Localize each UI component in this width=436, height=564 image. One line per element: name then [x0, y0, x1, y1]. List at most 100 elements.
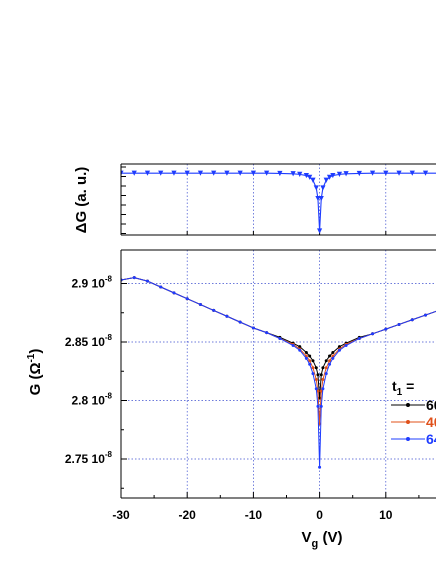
series-point-64 [212, 308, 216, 312]
bottom-y-tick-labels: 2.75 10-8 2.8 10-8 2.85 10-8 2.9 10-8 [65, 275, 113, 467]
x-tick-label: -10 [245, 508, 263, 522]
top-series-point [184, 170, 190, 176]
top-series-point [297, 171, 303, 177]
series-point-64 [145, 279, 149, 283]
series-point-64 [316, 404, 320, 408]
legend-swatch-marker [406, 420, 410, 424]
top-series-point [303, 172, 309, 179]
series-point-64 [132, 276, 136, 280]
legend-title-eq: = [402, 378, 414, 394]
series-point-64 [225, 314, 229, 318]
x-tick-label: -20 [179, 508, 197, 522]
series-point-64 [337, 348, 341, 352]
series-point-64 [238, 320, 242, 324]
top-series-point [310, 177, 316, 183]
series-point-60 [324, 359, 328, 363]
series-point-64 [371, 332, 375, 336]
series-point-60 [319, 373, 323, 377]
top-series-point [320, 185, 326, 191]
top-series-point [343, 171, 349, 177]
top-series-point [144, 170, 151, 176]
top-series-point [264, 170, 270, 176]
series-point-64 [304, 356, 308, 360]
series-point-60 [337, 345, 341, 349]
series-point-64 [159, 285, 163, 289]
series-point-64 [397, 322, 401, 326]
y-tick-label: 2.8 10-8 [72, 392, 113, 408]
y-tick-label: 2.75 10-8 [65, 450, 113, 466]
bottom-axis-ticks [120, 283, 420, 498]
series-point-40 [311, 366, 315, 370]
series-point-60 [304, 351, 308, 355]
series-point-64 [308, 362, 312, 366]
y-tick-label: 2.9 10-8 [72, 275, 113, 291]
top-series-point [171, 170, 177, 176]
series-point-64 [278, 336, 282, 340]
y-axis-title-close: ) [27, 349, 44, 354]
x-axis-title-main: V [302, 529, 312, 546]
top-series-point [318, 195, 324, 202]
y-tick-label: 2.85 10-8 [65, 333, 113, 349]
x-axis-title-sub: g [312, 538, 319, 550]
series-point-60 [318, 396, 322, 400]
series-point-64 [410, 318, 414, 322]
legend-label: 60 [426, 397, 436, 413]
series-point-40 [314, 377, 318, 381]
series-point-64 [424, 313, 428, 317]
x-tick-label: -30 [112, 508, 130, 522]
top-series-point [290, 171, 296, 177]
bottom-series-group [121, 276, 436, 469]
series-point-40 [321, 377, 325, 381]
top-series-point [396, 170, 402, 176]
series-point-64 [314, 387, 318, 391]
top-series-point [356, 170, 362, 177]
series-point-64 [321, 387, 325, 391]
series-point-60 [311, 359, 315, 363]
y-axis-title-sup: -1 [26, 353, 37, 362]
top-series-point [330, 172, 336, 179]
x-axis-title-unit: (V) [318, 529, 342, 546]
series-point-40 [308, 359, 312, 363]
series-point-60 [308, 354, 312, 358]
legend-title-main: t [392, 378, 397, 394]
series-point-60 [316, 373, 320, 377]
series-point-60 [331, 351, 335, 355]
legend-label: 40 [426, 414, 436, 430]
top-series-point [131, 170, 137, 176]
top-series-point [211, 170, 217, 176]
x-tick-label: 0 [316, 508, 323, 522]
legend-title-sub: 1 [397, 387, 403, 398]
top-series-point [224, 170, 230, 176]
legend-swatch-marker [406, 403, 410, 407]
top-series-point [317, 228, 323, 234]
legend-title: t1 = [392, 378, 414, 398]
series-point-64 [318, 465, 322, 469]
series-point-64 [298, 348, 302, 352]
y-axis-title: G (Ω-1) [26, 349, 44, 396]
series-point-60 [321, 366, 325, 370]
series-point-64 [384, 327, 388, 331]
series-point-60 [298, 345, 302, 349]
series-point-40 [328, 359, 332, 363]
top-series-point [383, 170, 389, 176]
top-series-point [336, 171, 343, 177]
top-series-point [326, 174, 333, 180]
top-axis-ticks [120, 166, 387, 235]
series-point-64 [291, 344, 295, 348]
top-series-point [313, 185, 319, 191]
top-series-point [250, 170, 256, 176]
series-line-40 [121, 277, 436, 424]
legend-label: 64 [426, 431, 436, 447]
bottom-grid [121, 250, 436, 498]
top-series-point [369, 170, 376, 176]
top-series-point [197, 170, 204, 176]
series-point-64 [198, 303, 202, 307]
top-y-axis-title: ΔG (a. u.) [73, 167, 90, 234]
series-point-64 [251, 326, 255, 330]
top-series-point [409, 170, 415, 176]
series-point-40 [324, 366, 328, 370]
top-series-point [307, 174, 313, 180]
series-point-64 [331, 356, 335, 360]
series-point-64 [344, 344, 348, 348]
